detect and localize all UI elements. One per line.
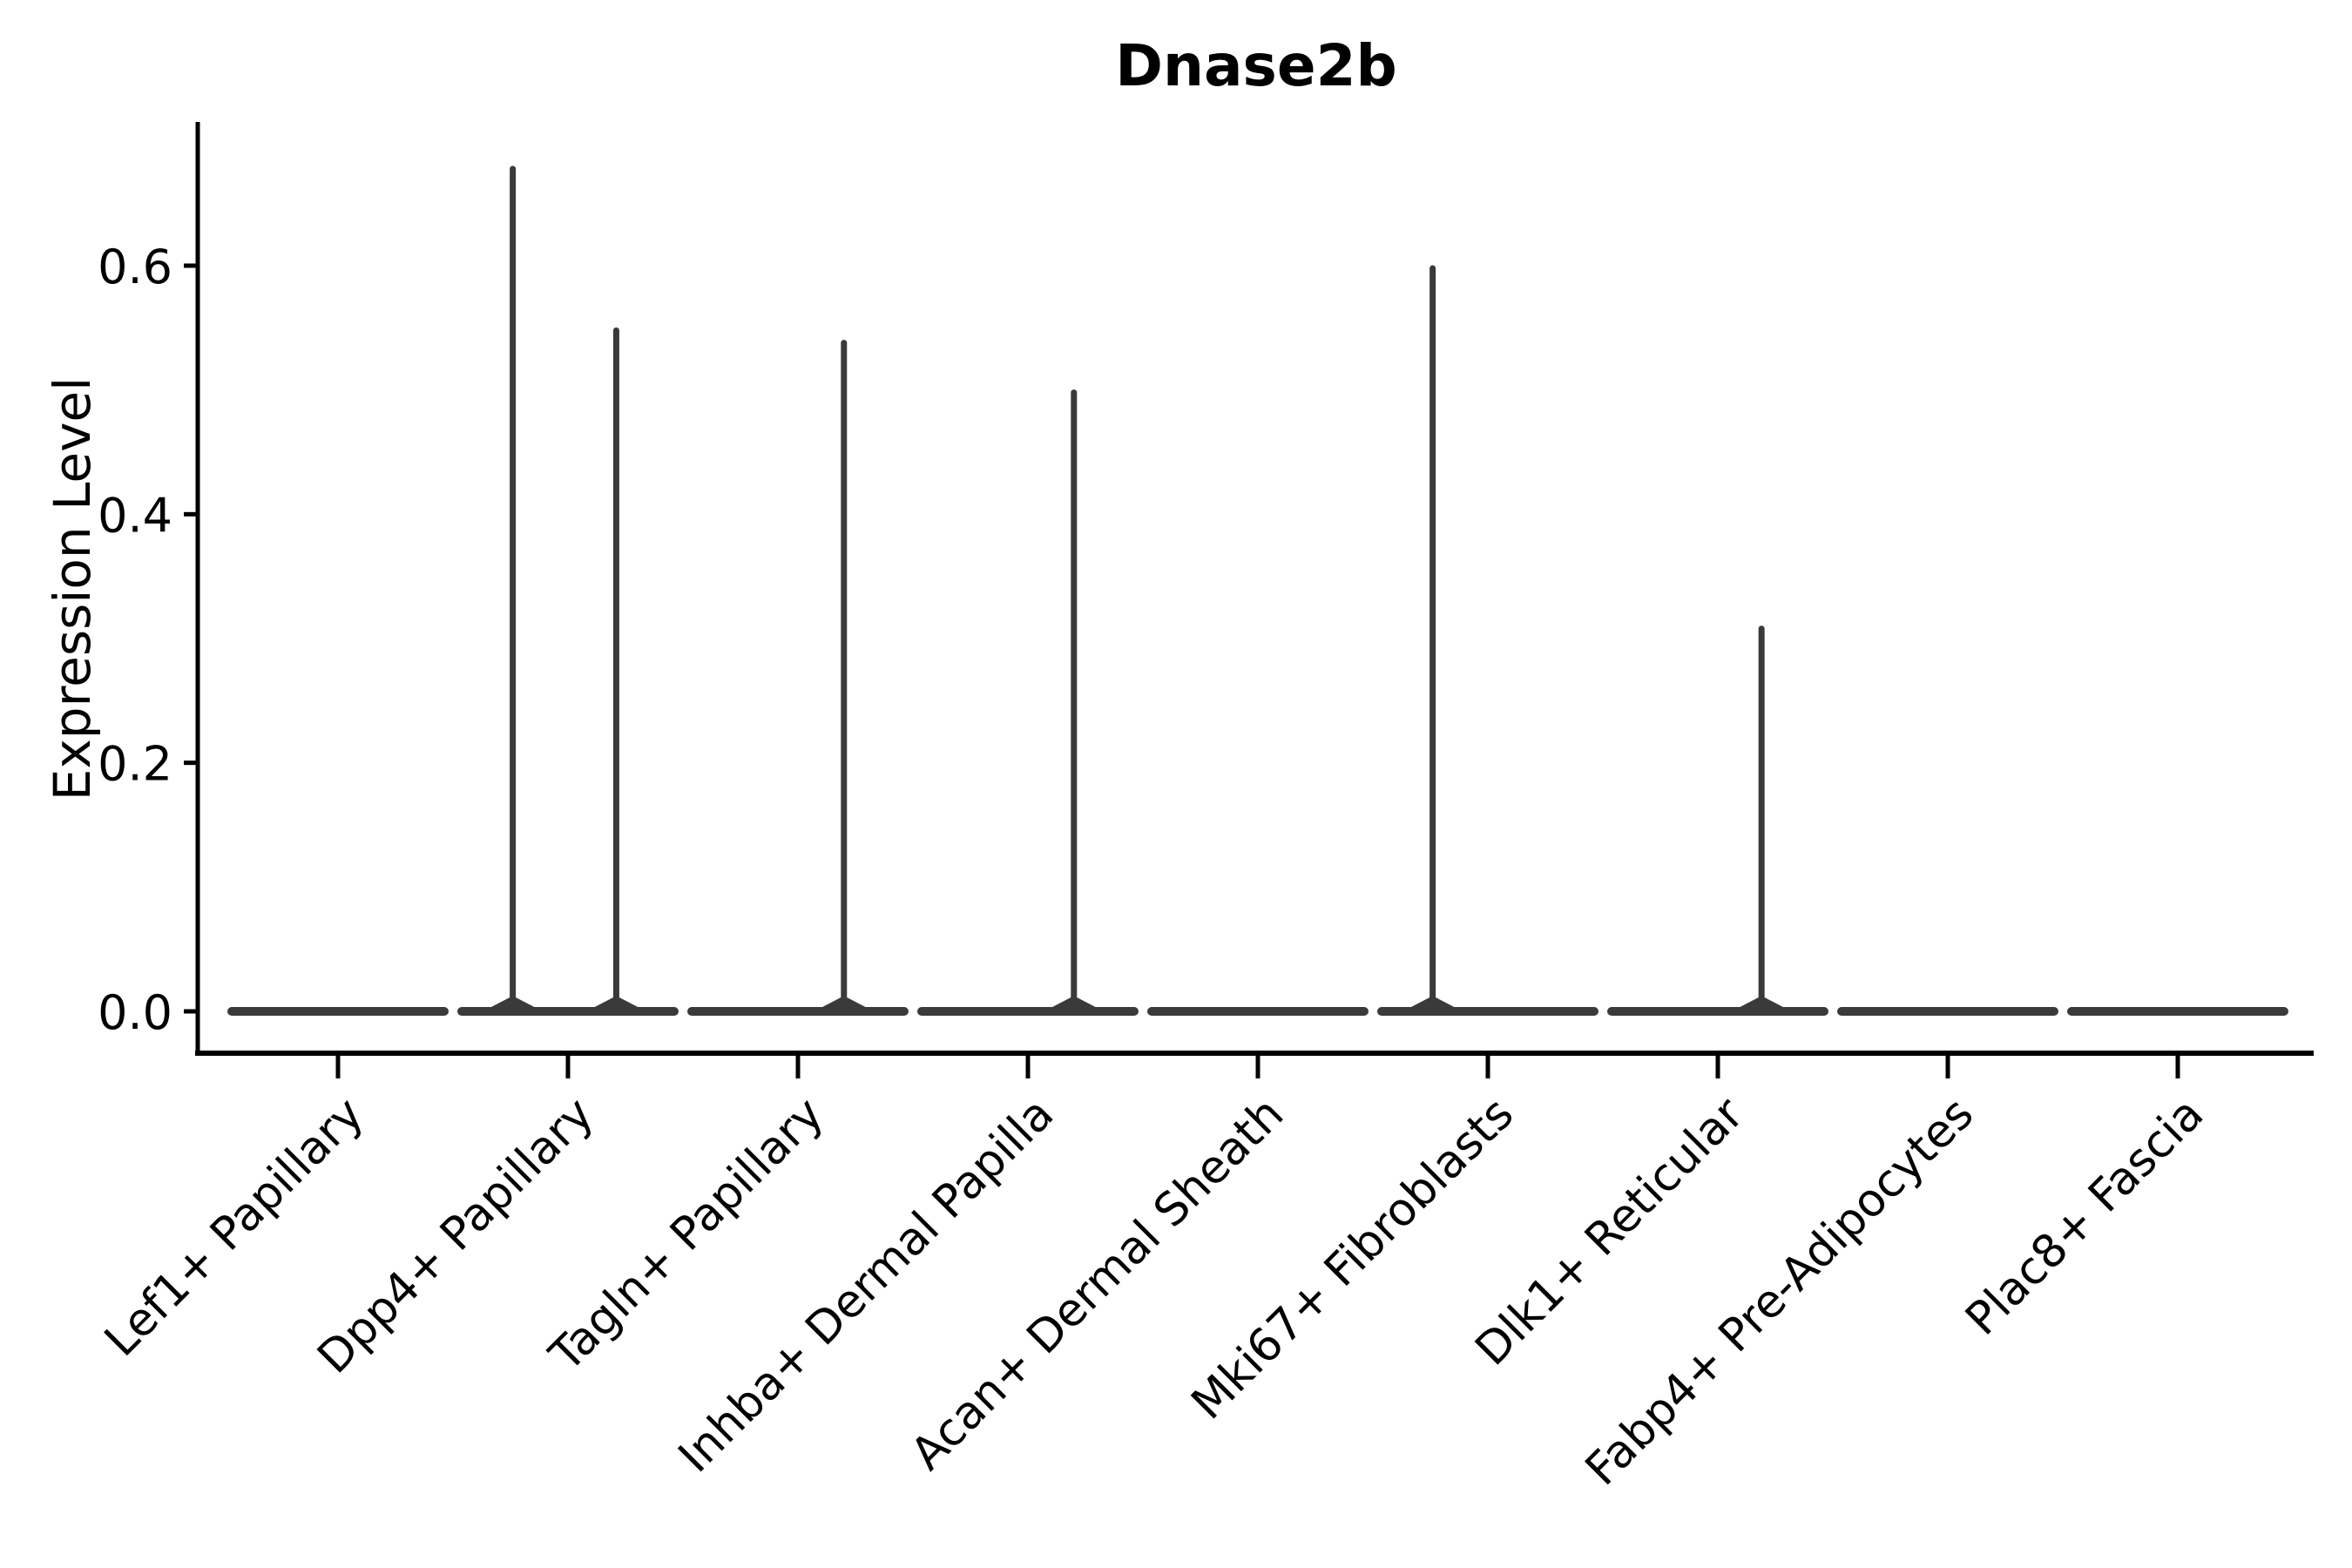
violin bbox=[1607, 625, 1828, 1016]
y-tick-label: 0.0 bbox=[98, 985, 172, 1040]
chart-title: Dnase2b bbox=[1115, 32, 1397, 99]
y-tick-label: 0.2 bbox=[98, 737, 172, 792]
violin bbox=[457, 166, 679, 1016]
y-axis-ticks: 0.0 0.2 0.4 0.6 bbox=[98, 240, 198, 1040]
x-tick-label: Acan+ Dermal Sheath bbox=[902, 1088, 1294, 1481]
x-tick-label: Inhba+ Dermal Papilla bbox=[669, 1088, 1064, 1483]
y-tick-label: 0.4 bbox=[98, 488, 172, 543]
x-tick-label: Fabp4+ Pre-Adipocytes bbox=[1576, 1088, 1984, 1496]
violin bbox=[1377, 265, 1598, 1016]
violins bbox=[227, 166, 2288, 1016]
violin bbox=[917, 389, 1139, 1016]
violin bbox=[687, 340, 909, 1016]
x-tick-label: Plac8+ Fascia bbox=[1956, 1088, 2213, 1346]
y-axis-label: Expression Level bbox=[43, 377, 102, 801]
y-tick-label: 0.6 bbox=[98, 240, 172, 294]
